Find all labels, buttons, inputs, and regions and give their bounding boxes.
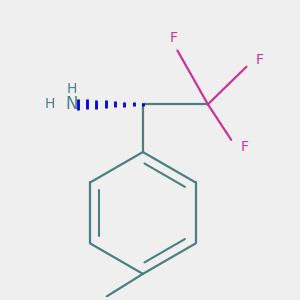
- Text: F: F: [256, 52, 264, 67]
- Text: F: F: [240, 140, 248, 154]
- Text: H: H: [44, 97, 55, 111]
- Text: N: N: [66, 95, 78, 113]
- Text: H: H: [67, 82, 77, 96]
- Text: F: F: [169, 31, 177, 45]
